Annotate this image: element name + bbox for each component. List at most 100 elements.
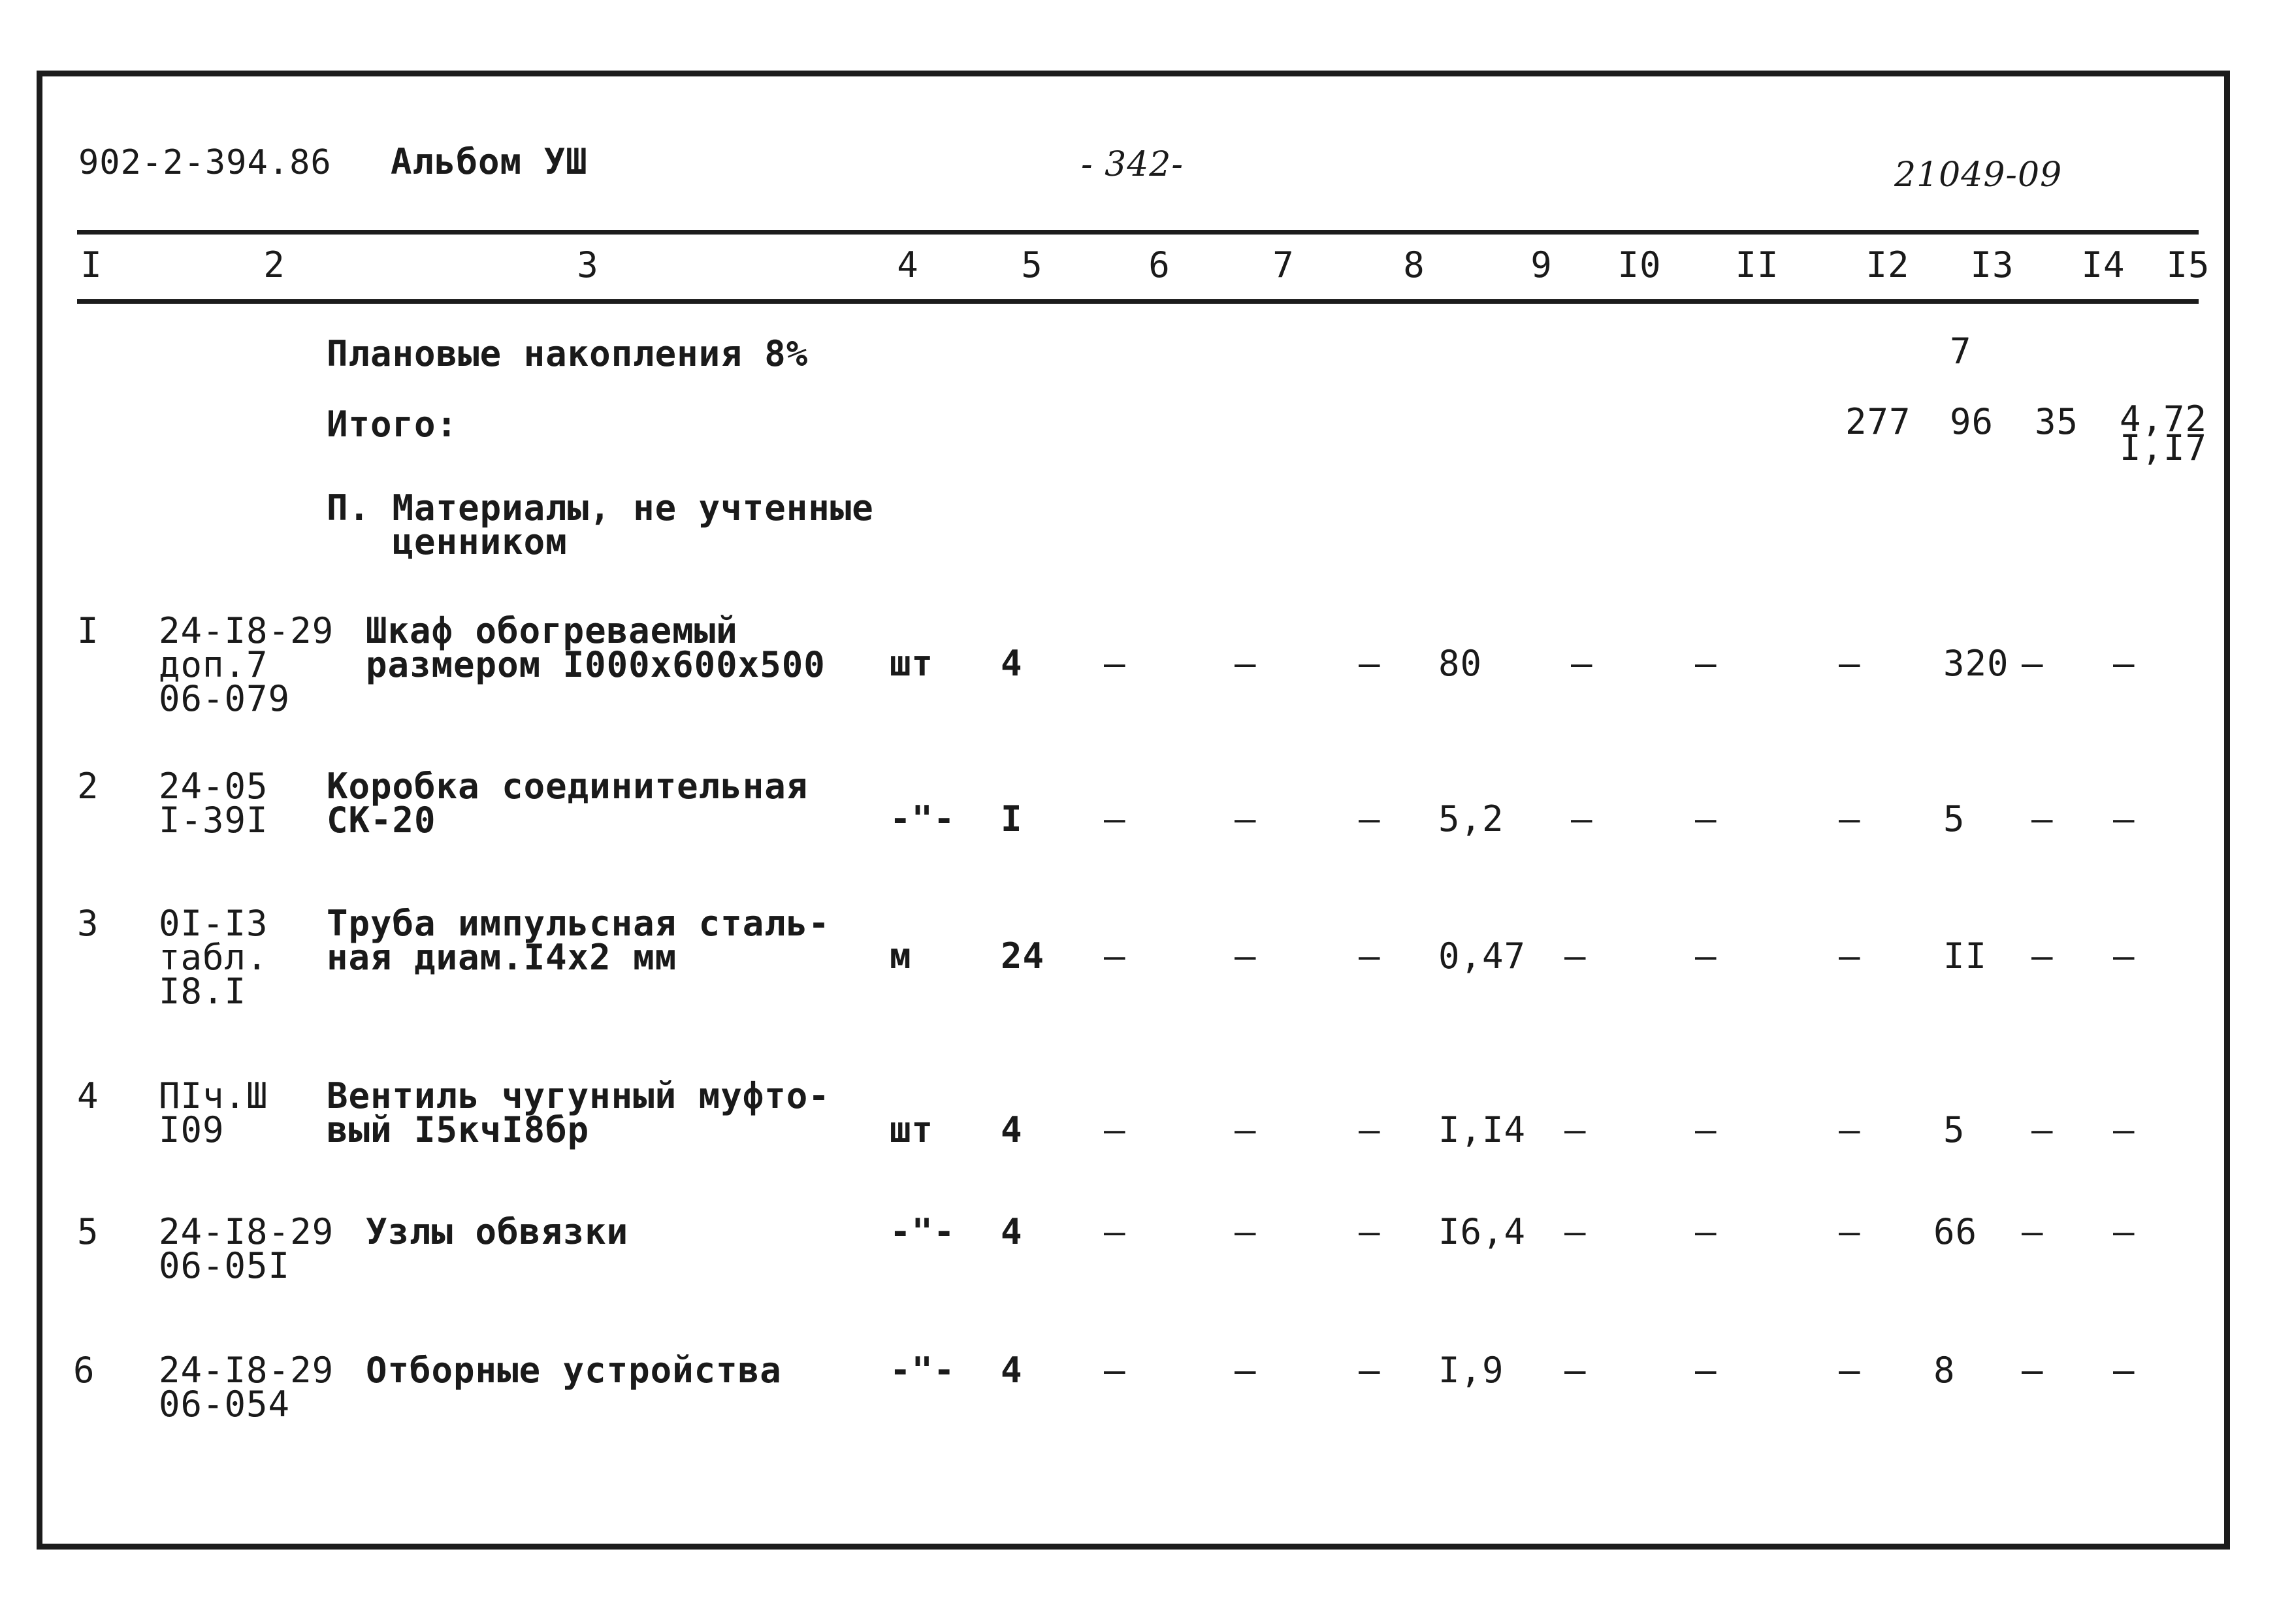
row-c12: – [1839, 798, 1861, 839]
row-unit: м [890, 935, 912, 977]
row-unit: -"- [890, 1211, 956, 1252]
column-number: 8 [1403, 244, 1425, 285]
row-c13: 320 [1943, 643, 2009, 684]
row-c11: – [1695, 643, 1717, 684]
row-price: I,9 [1438, 1350, 1504, 1391]
row-c6: – [1104, 935, 1126, 977]
row-c10: – [1571, 643, 1593, 684]
reference-number: 21049-09 [1894, 155, 2063, 195]
row-number: 3 [77, 903, 99, 944]
row-c13: 8 [1933, 1350, 1956, 1391]
header-rule-bottom [77, 299, 2199, 304]
row-number: 6 [73, 1350, 95, 1391]
row-number: 4 [77, 1075, 99, 1116]
row-c6: – [1104, 643, 1126, 684]
row-code: 24-05 I-39I [159, 766, 268, 841]
row-code: 24-I8-29 доп.7 06-079 [159, 610, 334, 719]
row-c13: II [1943, 935, 1988, 977]
row-c11: – [1695, 798, 1717, 839]
total-c13: 96 [1950, 401, 1994, 442]
document-code: 902-2-394.86 [78, 143, 332, 182]
row-qty: 4 [1001, 643, 1023, 684]
row-c13: 5 [1943, 1109, 1965, 1150]
row-price: 80 [1438, 643, 1483, 684]
row-c7: – [1235, 643, 1257, 684]
row-code: 0I-I3 табл. I8.I [159, 903, 268, 1012]
row-c8: – [1359, 798, 1381, 839]
row-qty: 4 [1001, 1350, 1023, 1391]
page-frame [37, 71, 2230, 1550]
row-c13: 66 [1933, 1211, 1978, 1252]
row-c8: – [1359, 1211, 1381, 1252]
column-number: 4 [897, 244, 919, 285]
row-code: ПIч.Ш I09 [159, 1075, 268, 1150]
column-number: I3 [1970, 244, 2014, 285]
row-c14: – [2022, 1211, 2044, 1252]
total-label: Итого: [327, 404, 459, 445]
row-c12: – [1839, 1211, 1861, 1252]
row-price: I,I4 [1438, 1109, 1527, 1150]
row-number: 2 [77, 766, 99, 807]
row-number: 5 [77, 1211, 99, 1252]
row-c7: – [1235, 1211, 1257, 1252]
row-unit: -"- [890, 798, 956, 839]
row-c15: – [2113, 798, 2135, 839]
row-c7: – [1235, 1109, 1257, 1150]
row-c15: – [2113, 1350, 2135, 1391]
row-c8: – [1359, 1109, 1381, 1150]
row-c14: – [2031, 1109, 2054, 1150]
row-code: 24-I8-29 06-054 [159, 1350, 334, 1425]
planned-savings-label: Плановые накопления 8% [327, 333, 809, 374]
column-number: 2 [263, 244, 285, 285]
row-name: Узлы обвязки [366, 1211, 629, 1252]
planned-savings-c13: 7 [1950, 331, 1972, 372]
row-c11: – [1695, 1350, 1717, 1391]
column-number: 9 [1530, 244, 1553, 285]
row-c10: – [1564, 935, 1587, 977]
row-unit: шт [890, 643, 934, 684]
row-qty: 24 [1001, 935, 1045, 977]
row-c10: – [1571, 798, 1593, 839]
column-number: I [80, 244, 103, 285]
row-c14: – [2022, 643, 2044, 684]
section-title: П. Материалы, не учтенные ценником [327, 487, 874, 562]
row-c14: – [2031, 798, 2054, 839]
row-c14: – [2031, 935, 2054, 977]
row-c15: – [2113, 1211, 2135, 1252]
row-unit: шт [890, 1109, 934, 1150]
row-number: I [77, 610, 99, 651]
row-unit: -"- [890, 1350, 956, 1391]
album-title: Альбом УШ [391, 141, 588, 182]
row-c12: – [1839, 643, 1861, 684]
row-price: 0,47 [1438, 935, 1527, 977]
row-c8: – [1359, 1350, 1381, 1391]
row-price: 5,2 [1438, 798, 1504, 839]
row-c10: – [1564, 1109, 1587, 1150]
column-number: I5 [2166, 244, 2210, 285]
column-number: 6 [1148, 244, 1171, 285]
row-qty: 4 [1001, 1211, 1023, 1252]
row-qty: 4 [1001, 1109, 1023, 1150]
row-c12: – [1839, 1109, 1861, 1150]
total-c14: 35 [2035, 401, 2079, 442]
total-c12: 277 [1845, 401, 1911, 442]
page-number: - 342- [1081, 145, 1184, 184]
row-name: Шкаф обогреваемый размером I000x600x500 [366, 610, 826, 685]
row-c10: – [1564, 1211, 1587, 1252]
row-name: Вентиль чугунный муфто- вый I5кчI8бр [327, 1075, 830, 1150]
row-c7: – [1235, 798, 1257, 839]
row-c15: – [2113, 643, 2135, 684]
row-c12: – [1839, 935, 1861, 977]
row-c6: – [1104, 1211, 1126, 1252]
row-code: 24-I8-29 06-05I [159, 1211, 334, 1286]
row-c14: – [2022, 1350, 2044, 1391]
row-c11: – [1695, 935, 1717, 977]
row-c15: – [2113, 1109, 2135, 1150]
row-c8: – [1359, 935, 1381, 977]
row-c13: 5 [1943, 798, 1965, 839]
column-number: 3 [577, 244, 599, 285]
row-name: Труба импульсная сталь- ная диам.I4x2 мм [327, 903, 830, 978]
row-price: I6,4 [1438, 1211, 1527, 1252]
header-rule-top [77, 230, 2199, 235]
row-c11: – [1695, 1109, 1717, 1150]
